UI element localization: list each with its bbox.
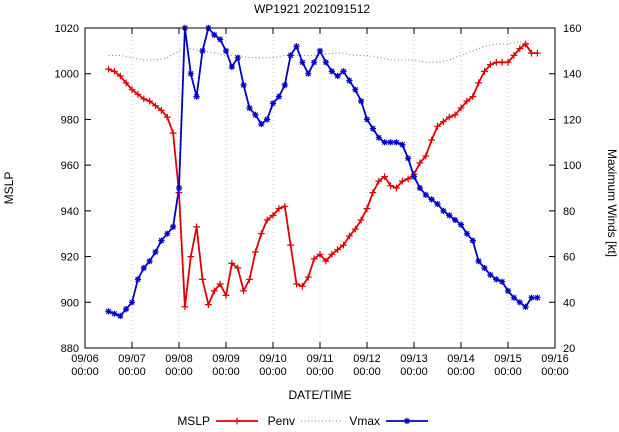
- y-left-tick-label: 920: [61, 252, 79, 264]
- x-tick-date: 09/11: [307, 353, 334, 365]
- x-tick-date: 09/08: [165, 353, 193, 365]
- legend-samples: [216, 417, 428, 425]
- x-tick-date: 09/06: [71, 353, 99, 365]
- x-tick-time: 00:00: [541, 366, 569, 378]
- y-left-tick-label: 900: [61, 297, 79, 309]
- y-right-tick-label: 120: [563, 114, 581, 126]
- x-tick-date: 09/16: [541, 353, 569, 365]
- grid-lines: [131, 28, 509, 348]
- x-tick-time: 00:00: [306, 366, 334, 378]
- y-left-tick-label: 1020: [55, 23, 79, 35]
- y-left-tick-label: 940: [61, 206, 79, 218]
- legend: MSLP Penv Vmax: [177, 414, 428, 428]
- y-axis-label-mslp: MSLP: [2, 172, 16, 205]
- y-right-tick-label: 140: [563, 69, 581, 81]
- plot-generated: 880 900 920 940 960 980 1000 1020 20 40 60 80 100 120…: [55, 23, 582, 378]
- y-right-tick-label: 100: [563, 160, 581, 172]
- x-axis-label: DATE/TIME: [288, 388, 351, 402]
- vmax-markers: [105, 24, 541, 320]
- y-right-tick-label: 40: [563, 297, 575, 309]
- x-tick-date: 09/12: [353, 353, 381, 365]
- y-right-tick-label: 60: [563, 252, 575, 264]
- legend-sample-vmax: [386, 417, 428, 425]
- y-left-tick-label: 880: [61, 343, 79, 355]
- legend-label-vmax: Vmax: [349, 414, 380, 428]
- mslp-markers: [105, 40, 541, 311]
- x-tick-date: 09/10: [259, 353, 287, 365]
- x-tick-time: 00:00: [165, 366, 193, 378]
- x-tick-time: 00:00: [212, 366, 240, 378]
- x-tick-time: 00:00: [118, 366, 146, 378]
- y2-axis-label-max-winds: Maximum Winds [kt]: [605, 149, 619, 257]
- x-tick-date: 09/14: [447, 353, 475, 365]
- axis-ticks: 880 900 920 940 960 980 1000 1020 20 40 60 80 100 120…: [55, 23, 582, 378]
- x-tick-time: 00:00: [259, 366, 287, 378]
- y-left-tick-label: 960: [61, 160, 79, 172]
- x-tick-date: 09/09: [212, 353, 240, 365]
- x-tick-time: 00:00: [494, 366, 522, 378]
- y-left-tick-label: 980: [61, 114, 79, 126]
- x-tick-date: 09/07: [118, 353, 146, 365]
- legend-sample-mslp: [216, 417, 258, 425]
- y-right-tick-label: 80: [563, 206, 575, 218]
- y-right-tick-label: 20: [563, 343, 575, 355]
- chart-title: WP1921 2021091512: [254, 2, 370, 16]
- y-left-tick-label: 1000: [55, 69, 79, 81]
- vmax-series: [105, 24, 541, 320]
- x-tick-time: 00:00: [353, 366, 381, 378]
- x-tick-date: 09/15: [494, 353, 522, 365]
- y-right-tick-label: 160: [563, 23, 581, 35]
- x-tick-time: 00:00: [447, 366, 475, 378]
- plot-border: [84, 27, 556, 349]
- legend-label-penv: Penv: [268, 414, 295, 428]
- x-tick-time: 00:00: [71, 366, 99, 378]
- x-tick-time: 00:00: [400, 366, 428, 378]
- legend-label-mslp: MSLP: [177, 414, 210, 428]
- x-tick-date: 09/13: [400, 353, 428, 365]
- mslp-series: [105, 40, 541, 311]
